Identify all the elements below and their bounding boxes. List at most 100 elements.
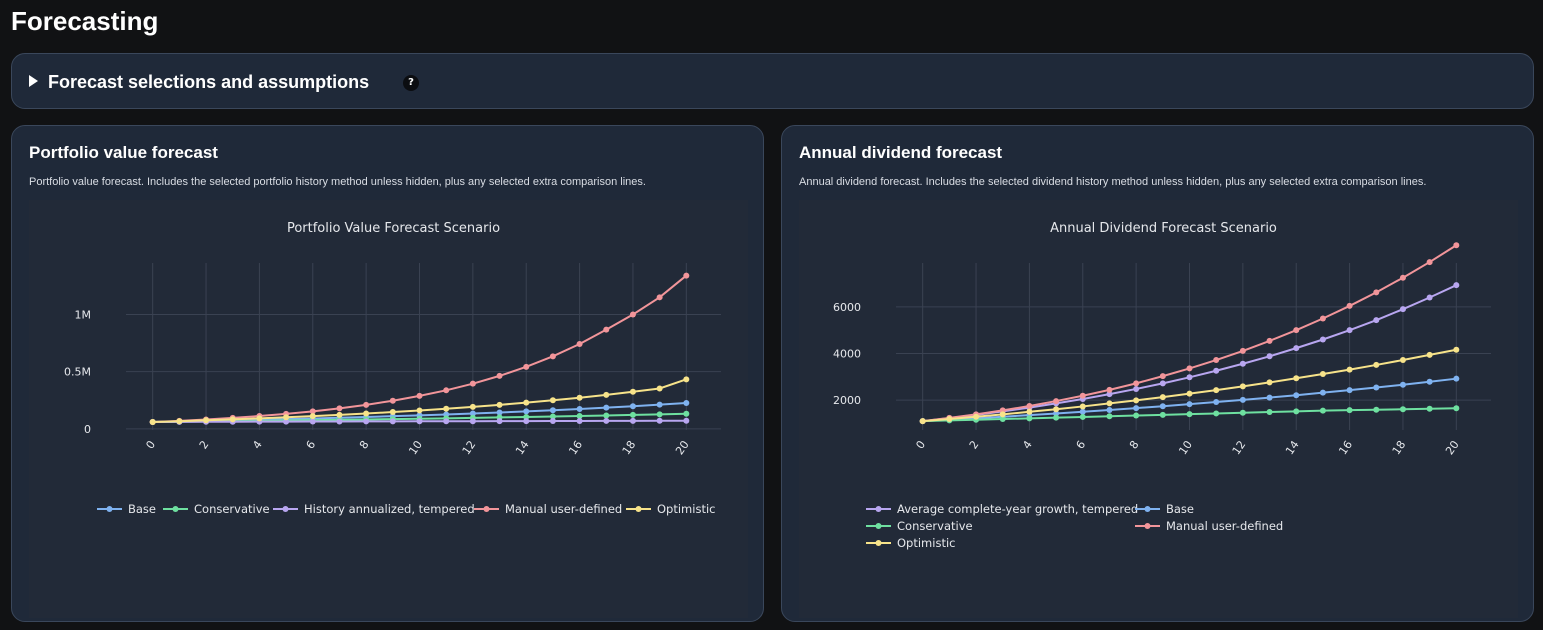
data-point xyxy=(1453,282,1460,289)
legend-label[interactable]: Optimistic xyxy=(897,536,955,550)
data-point xyxy=(549,418,556,425)
data-point xyxy=(1213,367,1220,374)
data-point xyxy=(1053,398,1060,405)
legend-label[interactable]: Average complete-year growth, tempered xyxy=(897,502,1138,516)
data-point xyxy=(656,417,663,424)
data-point xyxy=(656,294,663,301)
data-point xyxy=(1079,403,1086,410)
legend-label[interactable]: Optimistic xyxy=(657,502,715,516)
data-point xyxy=(629,403,636,410)
data-point xyxy=(1373,289,1380,296)
data-point xyxy=(1293,327,1300,334)
legend-swatch-marker xyxy=(875,540,882,546)
page-title: Forecasting xyxy=(11,6,159,36)
data-point xyxy=(603,326,610,333)
data-point xyxy=(1213,399,1220,406)
data-point xyxy=(1266,394,1273,401)
data-point xyxy=(469,410,476,417)
y-tick-label: 0.5M xyxy=(64,366,91,379)
data-point xyxy=(1346,387,1353,394)
x-tick-label: 10 xyxy=(1176,438,1195,457)
legend-label[interactable]: Manual user-defined xyxy=(1166,519,1283,533)
data-point xyxy=(1266,353,1273,360)
legend-swatch-marker xyxy=(172,506,179,512)
x-tick-label: 6 xyxy=(304,438,319,451)
data-point xyxy=(603,417,610,424)
data-point xyxy=(1106,406,1113,413)
data-point xyxy=(999,411,1006,418)
data-point xyxy=(1186,365,1193,372)
data-point xyxy=(1213,410,1220,417)
y-tick-label: 4000 xyxy=(833,347,861,360)
data-point xyxy=(549,397,556,404)
data-point xyxy=(496,372,503,379)
data-point xyxy=(1239,409,1246,416)
data-point xyxy=(549,353,556,360)
data-point xyxy=(1159,411,1166,418)
data-point xyxy=(946,416,953,423)
chart-title: Annual Dividend Forecast Scenario xyxy=(1050,221,1277,236)
data-point xyxy=(1319,371,1326,378)
legend-swatch-marker xyxy=(1144,506,1151,512)
data-point xyxy=(523,363,530,370)
x-tick-label: 12 xyxy=(1230,438,1249,457)
data-point xyxy=(496,418,503,425)
data-point xyxy=(1399,381,1406,388)
data-point xyxy=(443,418,450,425)
data-point xyxy=(1373,317,1380,324)
dividend-chart[interactable]: Annual Dividend Forecast Scenario 0 2 4 6 8 10… xyxy=(799,200,1518,618)
card-description: Annual dividend forecast. Includes the s… xyxy=(799,176,1427,188)
legend-swatch-marker xyxy=(1144,523,1151,529)
data-point xyxy=(1159,394,1166,401)
data-point xyxy=(149,418,156,425)
data-point xyxy=(603,391,610,398)
data-point xyxy=(1026,408,1033,415)
data-point xyxy=(523,418,530,425)
data-point xyxy=(336,405,343,412)
data-point xyxy=(1399,274,1406,281)
help-icon[interactable]: ? xyxy=(403,75,419,91)
assumptions-expander[interactable]: Forecast selections and assumptions ? xyxy=(11,53,1534,109)
x-tick-label: 18 xyxy=(620,438,639,457)
chart-title: Portfolio Value Forecast Scenario xyxy=(287,221,500,236)
data-point xyxy=(1373,384,1380,391)
data-point xyxy=(1053,410,1060,417)
data-point xyxy=(576,413,583,420)
annual-dividend-card: Annual dividend forecast Annual dividend… xyxy=(781,125,1534,622)
x-tick-label: 20 xyxy=(1443,438,1462,457)
portfolio-chart-svg[interactable]: Portfolio Value Forecast Scenario 0 2 4 6 8 10… xyxy=(29,200,748,618)
data-point xyxy=(1159,380,1166,387)
data-point xyxy=(683,376,690,383)
y-tick-label: 6000 xyxy=(833,301,861,314)
x-tick-label: 12 xyxy=(460,438,479,457)
data-point xyxy=(1133,385,1140,392)
data-point xyxy=(203,417,210,424)
x-tick-label: 18 xyxy=(1390,438,1409,457)
legend-label[interactable]: Manual user-defined xyxy=(505,502,622,516)
data-point xyxy=(1399,306,1406,313)
dividend-chart-svg[interactable]: Annual Dividend Forecast Scenario 0 2 4 6 8 10… xyxy=(799,200,1518,618)
data-point xyxy=(1186,401,1193,408)
data-point xyxy=(656,401,663,408)
card-description: Portfolio value forecast. Includes the s… xyxy=(29,176,646,188)
legend-label[interactable]: Base xyxy=(1166,502,1194,516)
x-tick-label: 16 xyxy=(566,438,585,457)
legend-label[interactable]: History annualized, tempered xyxy=(304,502,475,516)
data-point xyxy=(1026,415,1033,422)
x-tick-label: 14 xyxy=(513,438,532,457)
legend-label[interactable]: Conservative xyxy=(897,519,973,533)
data-point xyxy=(363,418,370,425)
y-tick-label: 2000 xyxy=(833,394,861,407)
data-point xyxy=(389,397,396,404)
portfolio-chart[interactable]: Portfolio Value Forecast Scenario 0 2 4 6 8 10… xyxy=(29,200,748,618)
legend-swatch-marker xyxy=(635,506,642,512)
data-point xyxy=(1453,375,1460,382)
x-tick-label: 0 xyxy=(913,438,928,451)
y-tick-label: 1M xyxy=(75,308,92,321)
data-point xyxy=(973,413,980,420)
data-point xyxy=(496,409,503,416)
data-point xyxy=(1133,380,1140,387)
legend-swatch-marker xyxy=(483,506,490,512)
legend-label[interactable]: Conservative xyxy=(194,502,270,516)
legend-label[interactable]: Base xyxy=(128,502,156,516)
